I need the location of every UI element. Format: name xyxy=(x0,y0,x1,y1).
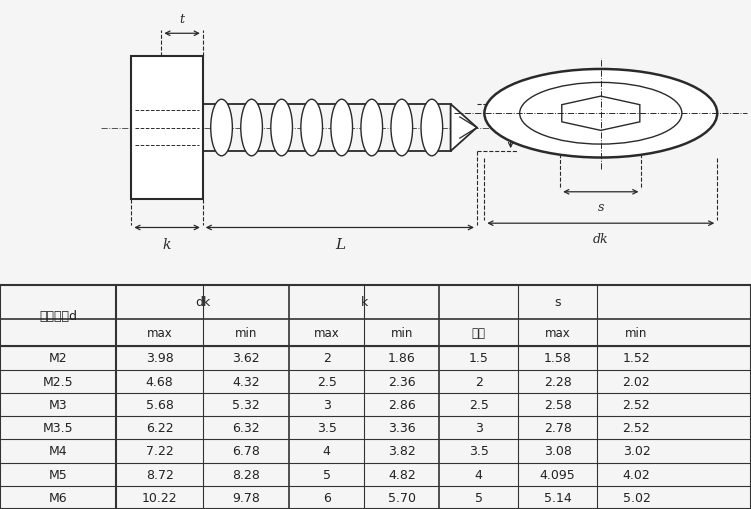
Text: 公称直径d: 公称直径d xyxy=(39,309,77,322)
Text: M3.5: M3.5 xyxy=(43,421,74,434)
Text: M5: M5 xyxy=(49,468,68,480)
Text: 6.32: 6.32 xyxy=(232,421,260,434)
Text: 4: 4 xyxy=(475,468,483,480)
Text: M2: M2 xyxy=(49,352,68,365)
Text: 4: 4 xyxy=(323,444,330,458)
Text: 6.78: 6.78 xyxy=(232,444,260,458)
Text: 1.86: 1.86 xyxy=(388,352,415,365)
Text: 5.02: 5.02 xyxy=(623,491,650,504)
Text: max: max xyxy=(544,327,571,340)
Text: 3: 3 xyxy=(475,421,483,434)
Ellipse shape xyxy=(391,100,412,156)
Ellipse shape xyxy=(301,100,322,156)
Text: 7.22: 7.22 xyxy=(146,444,173,458)
Text: 2.52: 2.52 xyxy=(623,421,650,434)
Text: max: max xyxy=(146,327,173,340)
Text: min: min xyxy=(235,327,257,340)
Ellipse shape xyxy=(421,100,442,156)
Text: 4.02: 4.02 xyxy=(623,468,650,480)
Text: 2.52: 2.52 xyxy=(623,398,650,411)
Polygon shape xyxy=(451,105,477,152)
Text: 2.02: 2.02 xyxy=(623,375,650,388)
Text: M3: M3 xyxy=(49,398,68,411)
Text: 1.5: 1.5 xyxy=(469,352,489,365)
Text: 9.78: 9.78 xyxy=(232,491,260,504)
Text: 3.98: 3.98 xyxy=(146,352,173,365)
Text: 4.095: 4.095 xyxy=(540,468,575,480)
Text: min: min xyxy=(626,327,647,340)
Text: dk: dk xyxy=(195,296,210,309)
Circle shape xyxy=(484,70,717,158)
Text: 5: 5 xyxy=(475,491,483,504)
Text: 5.68: 5.68 xyxy=(146,398,173,411)
Text: k: k xyxy=(163,238,171,252)
Text: 3.62: 3.62 xyxy=(232,352,260,365)
Text: 2.78: 2.78 xyxy=(544,421,572,434)
Text: 8.28: 8.28 xyxy=(232,468,260,480)
Text: s: s xyxy=(554,296,561,309)
Text: d: d xyxy=(529,122,538,135)
Text: 6: 6 xyxy=(323,491,330,504)
Text: 1.52: 1.52 xyxy=(623,352,650,365)
Text: 3.02: 3.02 xyxy=(623,444,650,458)
Text: s: s xyxy=(598,201,604,214)
Text: 2.28: 2.28 xyxy=(544,375,572,388)
Text: 6.22: 6.22 xyxy=(146,421,173,434)
Text: 3.82: 3.82 xyxy=(388,444,415,458)
Text: k: k xyxy=(360,296,368,309)
Text: 5: 5 xyxy=(323,468,330,480)
Text: 2: 2 xyxy=(475,375,483,388)
Text: 2.36: 2.36 xyxy=(388,375,415,388)
Text: dk: dk xyxy=(593,232,608,245)
Text: 2.5: 2.5 xyxy=(469,398,489,411)
Text: 4.68: 4.68 xyxy=(146,375,173,388)
Circle shape xyxy=(520,83,682,145)
Ellipse shape xyxy=(361,100,382,156)
Text: min: min xyxy=(391,327,413,340)
Ellipse shape xyxy=(331,100,352,156)
Text: L: L xyxy=(335,238,345,252)
Text: 公称: 公称 xyxy=(472,327,486,340)
Text: M6: M6 xyxy=(49,491,68,504)
Text: 4.32: 4.32 xyxy=(232,375,260,388)
Ellipse shape xyxy=(211,100,232,156)
Text: 3.36: 3.36 xyxy=(388,421,415,434)
Text: 3.5: 3.5 xyxy=(317,421,336,434)
Text: 4.82: 4.82 xyxy=(388,468,415,480)
Text: 5.32: 5.32 xyxy=(232,398,260,411)
Bar xyxy=(131,57,203,200)
Text: 2.5: 2.5 xyxy=(317,375,336,388)
Text: t: t xyxy=(179,13,185,25)
Text: 8.72: 8.72 xyxy=(146,468,173,480)
Ellipse shape xyxy=(271,100,292,156)
Text: M2.5: M2.5 xyxy=(43,375,74,388)
Text: 3.08: 3.08 xyxy=(544,444,572,458)
Text: 2.58: 2.58 xyxy=(544,398,572,411)
Text: 1.58: 1.58 xyxy=(544,352,572,365)
Text: 10.22: 10.22 xyxy=(142,491,177,504)
Text: 2: 2 xyxy=(323,352,330,365)
Text: 3.5: 3.5 xyxy=(469,444,489,458)
Text: 3: 3 xyxy=(323,398,330,411)
Text: 5.14: 5.14 xyxy=(544,491,572,504)
Ellipse shape xyxy=(241,100,262,156)
Polygon shape xyxy=(562,97,640,131)
Text: 5.70: 5.70 xyxy=(388,491,416,504)
Text: M4: M4 xyxy=(49,444,68,458)
Text: max: max xyxy=(314,327,339,340)
Text: 2.86: 2.86 xyxy=(388,398,415,411)
